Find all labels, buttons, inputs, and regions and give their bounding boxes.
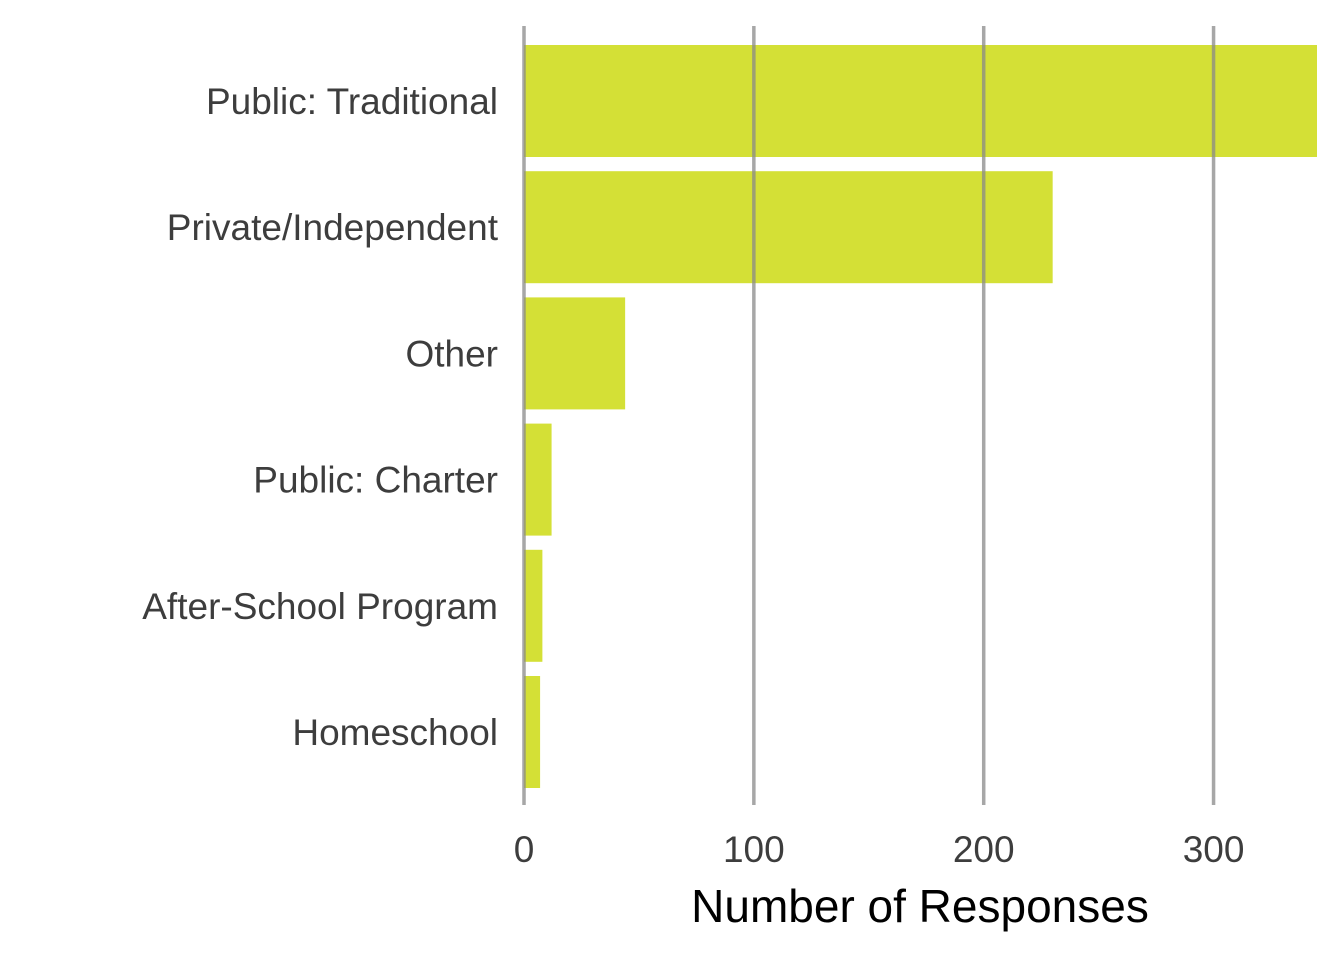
category-label: Private/Independent bbox=[167, 207, 499, 248]
category-label: Public: Charter bbox=[253, 460, 498, 501]
category-label: Other bbox=[405, 333, 498, 374]
bar-public-traditional bbox=[524, 45, 1317, 157]
bar-private-independent bbox=[524, 171, 1053, 284]
x-tick-label: 200 bbox=[953, 829, 1015, 870]
category-label: Public: Traditional bbox=[206, 81, 498, 122]
gridlines bbox=[522, 26, 1216, 805]
x-tick-label: 100 bbox=[723, 829, 785, 870]
bar-other bbox=[524, 297, 626, 410]
x-axis-title: Number of Responses bbox=[691, 880, 1149, 932]
bar-after-school-program bbox=[524, 549, 543, 662]
category-label: After-School Program bbox=[142, 586, 498, 627]
category-labels: Public: Traditional Private/Independent Ot… bbox=[142, 81, 498, 753]
category-label: Homeschool bbox=[292, 712, 498, 753]
bar-public-charter bbox=[524, 423, 552, 536]
bars-layer bbox=[524, 45, 1317, 788]
x-tick-labels: 0 100 200 300 bbox=[514, 829, 1245, 870]
x-tick-label: 300 bbox=[1183, 829, 1245, 870]
bar-homeschool bbox=[524, 676, 541, 788]
x-tick-label: 0 bbox=[514, 829, 535, 870]
